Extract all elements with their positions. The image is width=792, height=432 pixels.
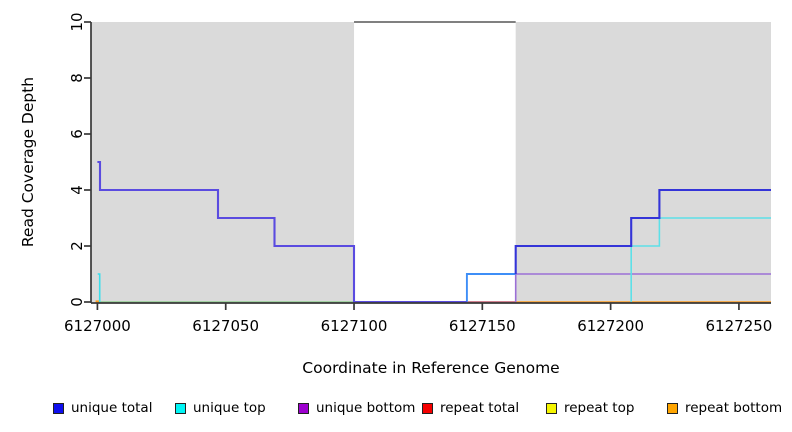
legend-label: unique top — [193, 400, 266, 416]
legend-swatch-icon — [667, 402, 678, 414]
y-tick-label: 0 — [68, 297, 86, 307]
legend-label: repeat total — [440, 400, 520, 416]
y-tick-label: 4 — [68, 185, 86, 195]
y-axis-label: Read Coverage Depth — [19, 76, 37, 248]
shaded-region — [91, 22, 355, 303]
y-tick-label: 8 — [68, 73, 86, 83]
x-tick-label: 6127250 — [706, 317, 773, 335]
x-tick-label: 6127050 — [192, 317, 259, 335]
plot-svg: 6127000 6127050 6127100 6127150 6127200 61272… — [64, 12, 773, 335]
legend-label: unique total — [71, 400, 153, 416]
y-tick-label: 2 — [68, 241, 86, 251]
x-tick-label: 6127000 — [64, 317, 131, 335]
legend-label: repeat bottom — [685, 400, 783, 416]
legend-item-unique-top: unique top — [175, 399, 266, 417]
legend-item-repeat-bottom: repeat bottom — [667, 399, 782, 417]
unique-top-right-line — [630, 217, 771, 302]
legend-item-unique-bottom: unique bottom — [298, 399, 415, 417]
x-tick-label: 6127150 — [449, 317, 516, 335]
legend-swatch-icon — [175, 402, 186, 414]
overlap-total-top-line — [465, 273, 516, 302]
shaded-region — [515, 22, 771, 303]
unique-total-left-line — [97, 160, 467, 304]
legend-swatch-icon — [298, 402, 309, 414]
unique-top-left-line — [97, 273, 101, 302]
y-tick-label: 6 — [68, 129, 86, 139]
legend-label: repeat top — [564, 400, 635, 416]
legend-swatch-icon — [546, 402, 557, 414]
legend-swatch-icon — [422, 402, 433, 414]
x-axis-label: Coordinate in Reference Genome — [302, 359, 560, 377]
legend-item-repeat-total: repeat total — [422, 399, 519, 417]
legend-item-unique-total: unique total — [53, 399, 152, 417]
legend-label: unique bottom — [316, 400, 416, 416]
legend-item-repeat-top: repeat top — [546, 399, 634, 417]
legend: unique total unique top unique bottom repea… — [0, 399, 792, 419]
unique-total-right-line — [514, 188, 771, 274]
y-tick-label: 10 — [68, 12, 86, 31]
x-tick-label: 6127100 — [321, 317, 388, 335]
legend-swatch-icon — [53, 402, 64, 414]
x-tick-label: 6127200 — [577, 317, 644, 335]
